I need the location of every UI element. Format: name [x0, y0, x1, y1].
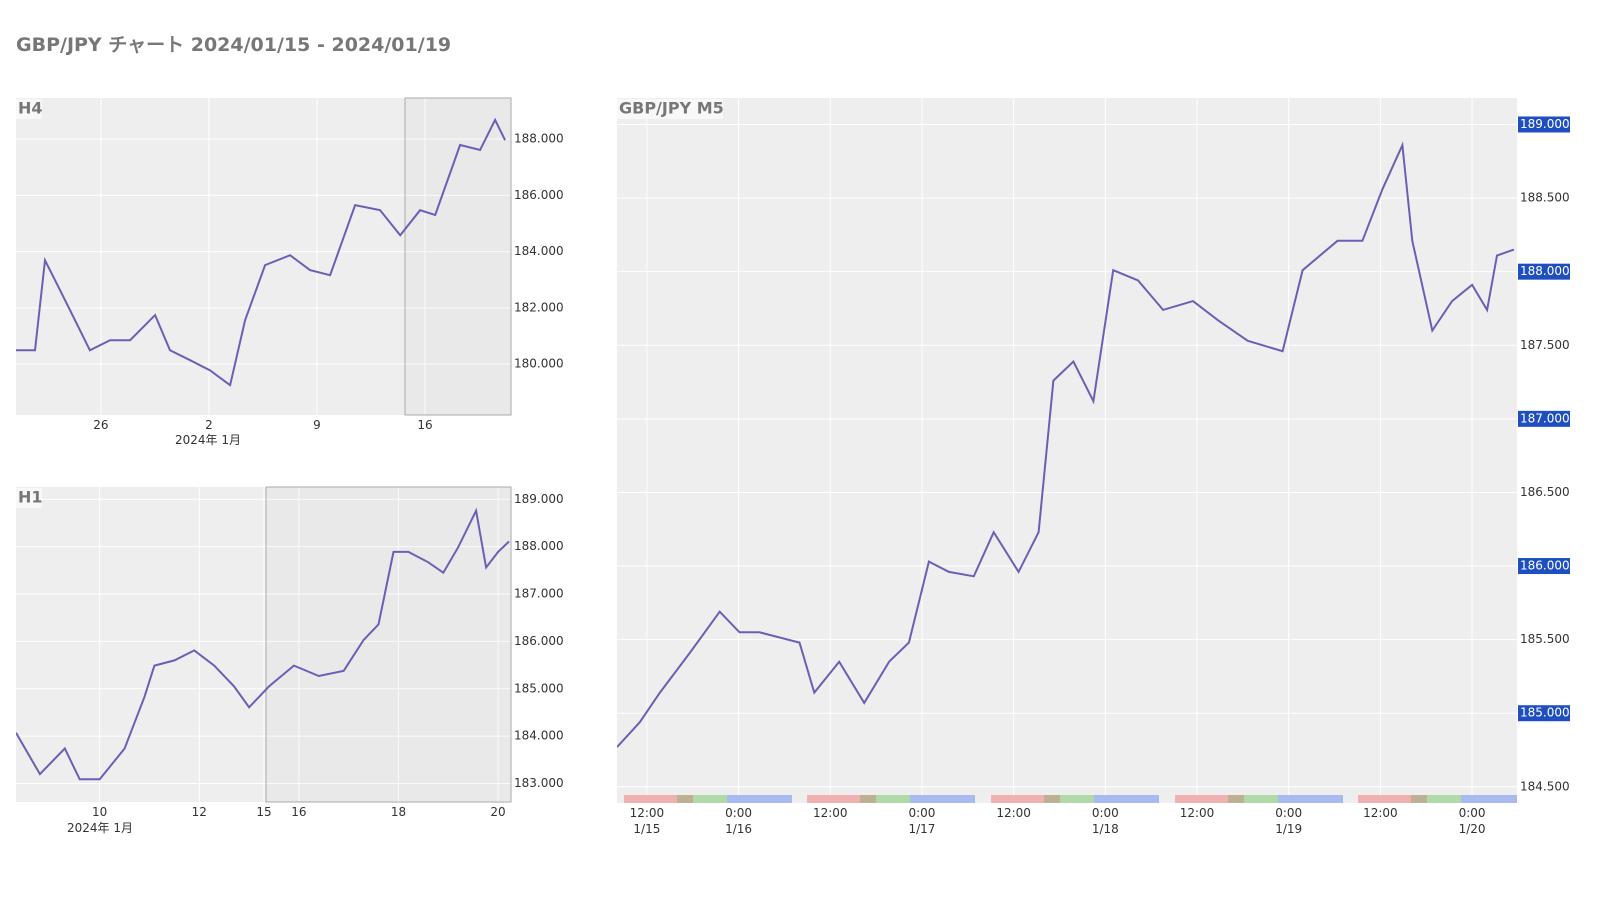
session-strip [1094, 795, 1159, 803]
price-line [16, 507, 510, 781]
x-tick-label: 16 [417, 418, 433, 432]
session-strip [991, 795, 1044, 803]
tick-highlight [1518, 410, 1570, 427]
x-tick-label: 0:00 1/18 [1091, 806, 1119, 836]
session-strip [1358, 795, 1411, 803]
y-tick-label: 189.000 [514, 492, 564, 506]
y-tick-label: 183.000 [514, 776, 564, 790]
session-strip [693, 795, 727, 803]
x-tick-label: 2 [205, 418, 213, 432]
price-line [16, 117, 506, 387]
session-strip [1044, 795, 1060, 803]
y-tick-label: 182.000 [514, 300, 564, 314]
y-tick-label: 187.500 [1520, 338, 1570, 352]
y-tick-label: 188.000 [514, 539, 564, 553]
y-tick-label: 189.000 [1520, 117, 1570, 131]
x-tick-label: 16 [291, 805, 307, 819]
session-strip [677, 795, 693, 803]
y-tick-label: 187.000 [1520, 411, 1570, 425]
y-tick-label: 185.000 [1520, 706, 1570, 720]
session-strip [1461, 795, 1517, 803]
session-strip [807, 795, 860, 803]
y-tick-label: 185.000 [514, 681, 564, 695]
x-tick-label: 26 [93, 418, 109, 432]
panel-title-bg [16, 99, 42, 119]
tick-highlight [1518, 116, 1570, 133]
y-tick-label: 184.000 [514, 729, 564, 743]
y-tick-label: 185.500 [1520, 632, 1570, 646]
session-strip [910, 795, 975, 803]
series-group [16, 507, 510, 781]
x-tick-label: 15 [256, 805, 272, 819]
y-tick-label: 186.000 [514, 634, 564, 648]
x-axis-label: 2024年 1月 [175, 433, 241, 447]
page-title: GBP/JPY チャート 2024/01/15 - 2024/01/19 [16, 34, 452, 56]
y-tick-label: 186.000 [1520, 559, 1570, 573]
session-strip [727, 795, 792, 803]
x-tick-label: 0:00 1/19 [1275, 806, 1303, 836]
range-highlight [265, 486, 512, 803]
range-highlight [404, 97, 512, 416]
y-tick-label: 184.000 [514, 244, 564, 258]
x-tick-label: 0:00 1/16 [725, 806, 753, 836]
y-tick-label: 186.000 [514, 188, 564, 202]
x-tick-label: 0:00 1/17 [908, 806, 936, 836]
x-tick-label: 20 [490, 805, 506, 819]
plot-background [617, 98, 1517, 803]
session-strip [1060, 795, 1094, 803]
session-strip [876, 795, 910, 803]
x-tick-label: 9 [313, 418, 321, 432]
panel-title: H1 [18, 488, 43, 507]
y-tick-label: 188.500 [1520, 191, 1570, 205]
y-tick-label: 187.000 [514, 587, 564, 601]
x-tick-label: 12:00 [1363, 806, 1398, 820]
session-strip [1228, 795, 1244, 803]
x-tick-label: 12:00 [1179, 806, 1215, 820]
panel-title: GBP/JPY M5 [619, 99, 724, 118]
series-group [16, 117, 506, 387]
plot-background [16, 98, 511, 415]
session-strip [624, 795, 677, 803]
panel-title: H4 [18, 99, 43, 118]
panel-title-bg [16, 488, 42, 508]
x-tick-label: 12 [191, 805, 207, 819]
price-line [617, 141, 1515, 748]
x-axis-label: 2024年 1月 [67, 821, 133, 835]
x-tick-label: 18 [390, 805, 407, 819]
session-strip [1244, 795, 1278, 803]
y-tick-label: 188.000 [514, 132, 564, 146]
tick-highlight [1518, 558, 1570, 575]
session-strip [1278, 795, 1343, 803]
x-tick-label: 12:00 [812, 806, 848, 820]
series-group [617, 141, 1515, 748]
x-tick-label: 12:00 1/15 [629, 806, 665, 836]
x-tick-label: 12:00 [996, 806, 1031, 820]
session-strip [1175, 795, 1228, 803]
y-tick-label: 180.000 [514, 357, 564, 371]
y-tick-label: 184.500 [1520, 779, 1570, 793]
session-strip [1411, 795, 1427, 803]
session-strip [860, 795, 876, 803]
x-tick-label: 10 [92, 805, 108, 819]
session-strip [1427, 795, 1461, 803]
y-tick-label: 188.000 [1520, 264, 1570, 278]
y-tick-label: 186.500 [1520, 485, 1570, 499]
panel-title-bg [617, 99, 723, 119]
tick-highlight [1518, 705, 1570, 722]
x-tick-label: 0:00 1/20 [1458, 806, 1486, 836]
tick-highlight [1518, 263, 1570, 280]
